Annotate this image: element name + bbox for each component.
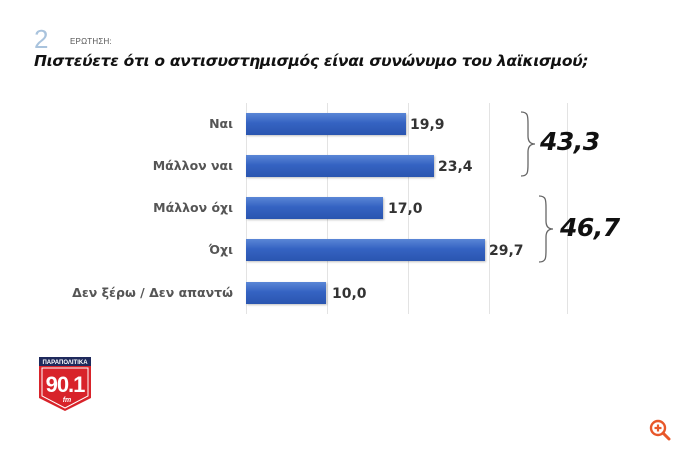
brace-icon <box>538 195 554 263</box>
value-label: 19,9 <box>410 117 445 133</box>
category-label: Μάλλον όχι <box>153 200 233 215</box>
value-label: 17,0 <box>388 201 423 217</box>
group-total-agree: 43,3 <box>540 127 600 156</box>
logo-top-text: ΠΑΡΑΠΟΛΙΤΙΚΑ <box>42 360 88 366</box>
zoom-in-icon <box>649 419 671 441</box>
gridline-40 <box>567 103 568 314</box>
category-label: Μάλλον ναι <box>152 158 233 173</box>
bar <box>246 239 485 261</box>
brace-icon <box>520 111 536 177</box>
category-label: Όχι <box>208 242 233 257</box>
bar <box>246 113 406 135</box>
bar <box>246 282 326 304</box>
gridline-30 <box>489 103 490 314</box>
value-label: 10,0 <box>332 286 367 302</box>
question-title: Πιστεύετε ότι ο αντισυστημισμός είναι συ… <box>34 52 589 70</box>
gridline-20 <box>408 103 409 314</box>
category-label: Δεν ξέρω / Δεν απαντώ <box>72 285 233 300</box>
station-logo: ΠΑΡΑΠΟΛΙΤΙΚΑ 90.1 fm <box>37 356 93 412</box>
bar <box>246 197 383 219</box>
logo-icon: ΠΑΡΑΠΟΛΙΤΙΚΑ 90.1 fm <box>39 357 91 411</box>
category-label: Ναι <box>209 116 233 131</box>
bar-chart: Ναι 19,9 Μάλλον ναι 23,4 Μάλλον όχι 17,0… <box>72 103 620 314</box>
logo-main-text: 90.1 <box>46 372 86 397</box>
bar <box>246 155 434 177</box>
value-label: 29,7 <box>489 243 524 259</box>
question-tag: ΕΡΩΤΗΣΗ: <box>70 37 112 46</box>
zoom-in-button[interactable] <box>648 418 672 442</box>
group-total-disagree: 46,7 <box>560 213 620 242</box>
question-number: 2 <box>34 24 49 54</box>
logo-sub-text: fm <box>63 397 72 404</box>
value-label: 23,4 <box>438 159 473 175</box>
